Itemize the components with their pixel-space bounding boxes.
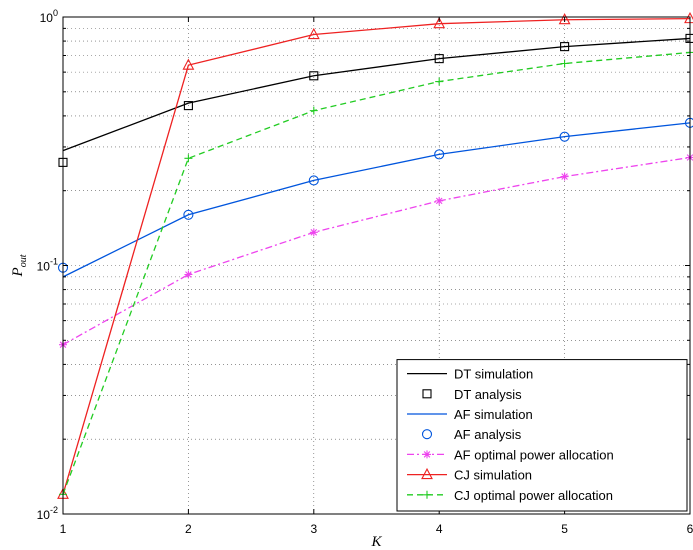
- legend-label-dt-analysis: DT analysis: [454, 387, 522, 402]
- data-point-cj-optimal-power-allocation: [435, 77, 444, 86]
- data-point-af-optimal-power-allocation: [435, 196, 444, 205]
- data-point-cj-simulation: [182, 58, 195, 70]
- x-axis-label: K: [370, 534, 382, 550]
- legend-label-af-optimal-power-allocation: AF optimal power allocation: [454, 447, 614, 462]
- data-point-af-optimal-power-allocation: [560, 172, 569, 181]
- legend-marker-cj-optimal-power-allocation: [423, 490, 431, 499]
- series-dt-simulation: [62, 37, 691, 152]
- legend-label-dt-simulation: DT simulation: [454, 367, 533, 382]
- data-point-af-optimal-power-allocation: [184, 270, 193, 279]
- legend-label-af-analysis: AF analysis: [454, 427, 522, 442]
- y-axis-label-main: P: [10, 267, 26, 277]
- legend: DT simulation DT analysis AF simulation AF …: [396, 359, 688, 512]
- y-axis-label: Pout: [10, 254, 29, 277]
- legend-marker-af-analysis: [421, 429, 433, 440]
- data-point-cj-optimal-power-allocation: [184, 154, 193, 163]
- series-cj-simulation: [57, 11, 693, 499]
- data-point-cj-simulation: [684, 11, 693, 24]
- series-layer: [57, 11, 693, 499]
- series-line-cj-simulation: [62, 17, 691, 495]
- legend-marker-af-optimal-power-allocation: [423, 450, 431, 459]
- x-tick-label: 2: [185, 522, 192, 536]
- axis-ticks: 1 2 3 4 5 6 10-2 10-1 100: [37, 8, 693, 536]
- series-dt-analysis: [58, 33, 693, 167]
- data-point-cj-optimal-power-allocation: [560, 59, 569, 68]
- legend-box: [396, 359, 688, 512]
- data-point-af-analysis: [183, 209, 194, 220]
- y-tick-label: 10-1: [37, 257, 58, 274]
- data-point-dt-analysis: [560, 42, 570, 52]
- y-tick-label: 10-2: [37, 505, 58, 522]
- series-line-af-optimal-power-allocation: [62, 156, 691, 346]
- series-line-dt-simulation: [62, 37, 691, 152]
- data-point-af-optimal-power-allocation: [309, 228, 318, 237]
- data-point-cj-simulation: [558, 13, 571, 25]
- legend-marker-dt-analysis: [422, 389, 432, 399]
- data-point-af-analysis: [308, 175, 319, 186]
- data-point-cj-simulation: [433, 16, 446, 29]
- data-point-af-analysis: [434, 149, 445, 160]
- data-point-cj-simulation: [307, 27, 320, 40]
- data-point-af-analysis: [559, 131, 570, 142]
- data-point-dt-analysis: [183, 101, 193, 111]
- series-line-af-simulation: [62, 122, 691, 278]
- legend-label-cj-simulation: CJ simulation: [454, 468, 532, 483]
- data-point-dt-analysis: [434, 54, 444, 64]
- data-point-dt-analysis: [309, 71, 319, 81]
- x-tick-label: 1: [60, 522, 67, 536]
- series-af-analysis: [57, 117, 693, 273]
- x-tick-label: 4: [436, 522, 443, 536]
- x-tick-label: 6: [687, 522, 693, 536]
- legend-label-cj-optimal-power-allocation: CJ optimal power allocation: [454, 488, 613, 503]
- legend-marker-cj-simulation: [421, 467, 433, 480]
- y-axis-label-sub: out: [18, 254, 29, 267]
- x-tick-label: 5: [561, 522, 568, 536]
- y-tick-label: 100: [40, 8, 58, 25]
- data-point-cj-optimal-power-allocation: [309, 106, 318, 115]
- legend-label-af-simulation: AF simulation: [454, 407, 533, 422]
- series-af-simulation: [62, 122, 691, 278]
- x-tick-label: 3: [310, 522, 317, 536]
